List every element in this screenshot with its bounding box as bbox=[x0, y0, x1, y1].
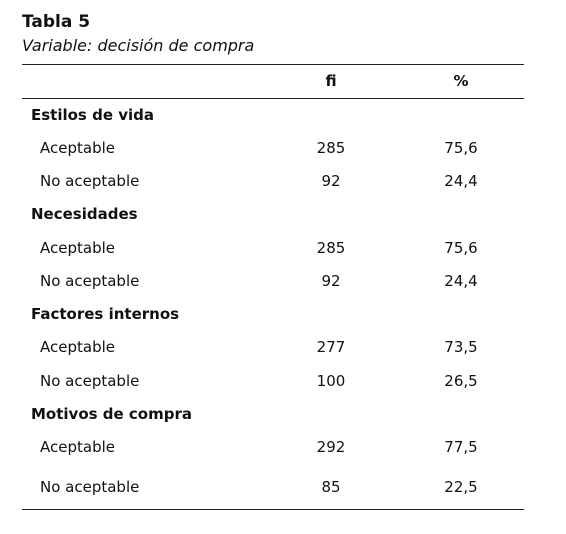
cell: 77,5 bbox=[444, 438, 478, 456]
top-rule bbox=[22, 64, 524, 65]
row-label: No aceptable bbox=[40, 372, 140, 390]
row-label: Aceptable bbox=[40, 239, 115, 257]
row-label: Aceptable bbox=[40, 438, 115, 456]
bottom-rule bbox=[22, 509, 524, 510]
cell: 24,4 bbox=[444, 272, 478, 290]
group-label: Estilos de vida bbox=[31, 106, 154, 124]
cell: 26,5 bbox=[444, 372, 478, 390]
header-cell: fi bbox=[325, 72, 337, 90]
row-label: Aceptable bbox=[40, 338, 115, 356]
row-label: No aceptable bbox=[40, 172, 140, 190]
group-label: Necesidades bbox=[31, 205, 138, 223]
group-label: Motivos de compra bbox=[31, 405, 192, 423]
cell: 75,6 bbox=[444, 239, 478, 257]
row-label: No aceptable bbox=[40, 272, 140, 290]
header-cell: % bbox=[453, 72, 469, 90]
cell: 285 bbox=[316, 239, 346, 257]
cell: 285 bbox=[316, 139, 346, 157]
cell: 92 bbox=[321, 272, 341, 290]
cell: 75,6 bbox=[444, 139, 478, 157]
cell: 24,4 bbox=[444, 172, 478, 190]
cell: 22,5 bbox=[444, 478, 478, 496]
table-subtitle: Variable: decisión de compra bbox=[22, 36, 255, 55]
cell: 277 bbox=[316, 338, 346, 356]
table-title: Tabla 5 bbox=[22, 12, 91, 32]
cell: 292 bbox=[316, 438, 346, 456]
cell: 92 bbox=[321, 172, 341, 190]
cell: 100 bbox=[316, 372, 346, 390]
group-label: Factores internos bbox=[31, 305, 180, 323]
row-label: Aceptable bbox=[40, 139, 115, 157]
header-rule bbox=[22, 98, 524, 99]
cell: 73,5 bbox=[444, 338, 478, 356]
cell: 85 bbox=[321, 478, 341, 496]
row-label: No aceptable bbox=[40, 478, 140, 496]
